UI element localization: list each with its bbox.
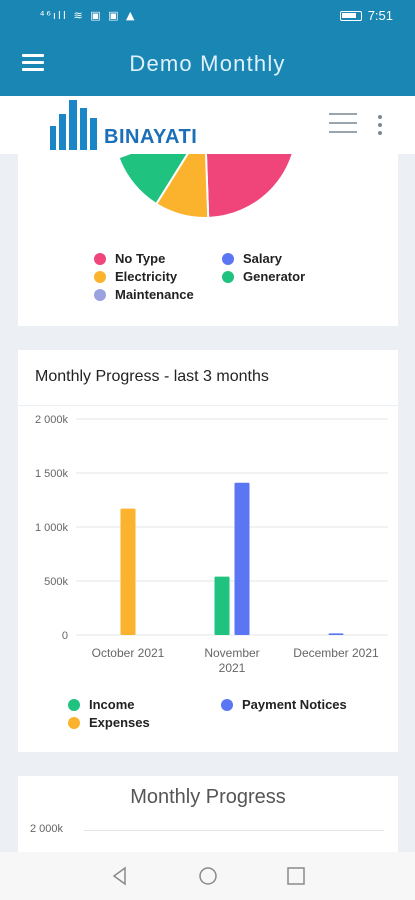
legend-dot	[222, 252, 234, 265]
y-tick-label: 2 000k	[35, 414, 69, 426]
legend-item[interactable]: Maintenance	[94, 287, 194, 302]
gridline	[84, 830, 384, 831]
status-bar: ⁴⁶ıll ≋ ▣ ▣ ▲ 7:51	[0, 0, 415, 32]
hamburger-menu-icon[interactable]	[22, 54, 44, 72]
battery-icon	[339, 10, 362, 21]
brand-logo-text: BINAYATI	[104, 126, 198, 148]
bar-payment-notices[interactable]	[328, 633, 344, 635]
bar-income[interactable]	[214, 576, 230, 635]
list-menu-icon[interactable]	[329, 113, 357, 133]
back-icon[interactable]	[110, 866, 130, 886]
legend-label: Income	[89, 697, 135, 712]
legend-dot	[68, 716, 80, 729]
legend-dot	[94, 252, 106, 265]
bar-expenses[interactable]	[120, 508, 136, 635]
legend-label: No Type	[115, 251, 166, 266]
y-tick-label: 2 000k	[30, 823, 64, 835]
x-tick-label: 2021	[219, 661, 246, 675]
x-tick-label: November	[204, 646, 259, 660]
legend-dot	[68, 698, 80, 711]
legend-label: Expenses	[89, 715, 150, 730]
legend-label: Electricity	[115, 269, 178, 284]
pie-chart-card: No Type Salary Electricity Generator Mainten…	[18, 150, 398, 326]
pie-chart	[117, 150, 295, 219]
bar-chart: 0 500k 1 000k 1 500k 2 000k October 2021 Novem…	[35, 414, 388, 675]
x-tick-label: October 2021	[92, 646, 165, 660]
legend-dot	[94, 288, 106, 301]
brand-bar: BINAYATI	[0, 96, 415, 154]
legend-dot	[221, 698, 233, 711]
legend-label: Payment Notices	[242, 697, 347, 712]
divider	[18, 405, 398, 406]
home-icon[interactable]	[198, 866, 218, 886]
status-icons: ⁴⁶ıll ≋ ▣ ▣ ▲	[40, 9, 137, 22]
chart-title: Monthly Progress - last 3 months	[35, 368, 269, 385]
system-nav-bar	[0, 852, 415, 900]
legend-item[interactable]: Payment Notices	[221, 697, 347, 712]
legend-item[interactable]: Expenses	[68, 715, 150, 730]
legend-item[interactable]: No Type	[94, 251, 165, 266]
legend-label: Generator	[243, 269, 306, 284]
clock: 7:51	[367, 8, 393, 23]
app-title: Demo Monthly	[129, 51, 286, 76]
building-logo-icon	[50, 100, 97, 150]
app-bar: Demo Monthly	[0, 32, 415, 96]
legend-item[interactable]: Generator	[222, 269, 305, 284]
recents-icon[interactable]	[286, 866, 306, 886]
y-tick-label: 0	[62, 630, 68, 642]
legend-item[interactable]: Salary	[222, 251, 282, 266]
y-tick-label: 500k	[44, 576, 68, 588]
legend-label: Salary	[243, 251, 283, 266]
y-tick-label: 1 500k	[35, 468, 69, 480]
pie-slice-generator	[117, 150, 192, 206]
pie-slice-no-type	[204, 150, 295, 219]
legend-label: Maintenance	[115, 287, 194, 302]
chart-title-2: Monthly Progress	[130, 786, 286, 808]
bar-payment-notices[interactable]	[234, 482, 250, 635]
legend-dot	[94, 270, 106, 283]
x-tick-label: December 2021	[293, 646, 379, 660]
legend-item[interactable]: Income	[68, 697, 135, 712]
y-tick-label: 1 000k	[35, 522, 69, 534]
monthly-progress-card: Monthly Progress - last 3 months 0 500k 1 …	[18, 350, 398, 752]
more-options-icon[interactable]	[377, 115, 383, 137]
status-right: 7:51	[339, 8, 393, 23]
legend-dot	[222, 270, 234, 283]
legend-item[interactable]: Electricity	[94, 269, 177, 284]
